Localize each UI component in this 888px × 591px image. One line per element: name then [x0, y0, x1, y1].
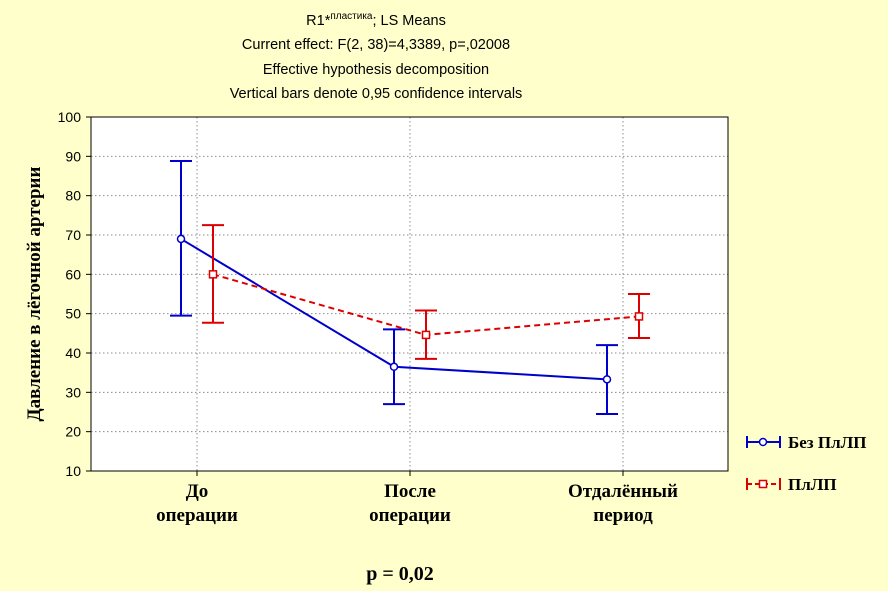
chart-subtitle-ci-note: Vertical bars denote 0,95 confidence int… — [230, 86, 523, 102]
y-tick-label: 100 — [58, 109, 82, 125]
legend-label-1: Без ПлЛП — [788, 433, 867, 452]
x-tick-label-line: операции — [156, 505, 238, 526]
chart-title: R1*пластика; LS Means — [306, 11, 446, 29]
grid-layer — [91, 117, 728, 471]
series-layer — [170, 160, 650, 415]
p-value-annotation: p = 0,02 — [366, 563, 434, 585]
y-tick-label: 80 — [65, 188, 81, 204]
data-point-circle — [602, 375, 612, 384]
y-tick-label: 50 — [65, 306, 81, 322]
y-tick-label: 70 — [65, 227, 81, 243]
chart-title-tail: ; LS Means — [372, 13, 445, 29]
x-tick-label: После операции — [369, 481, 451, 526]
chart-title-superscript: пластика — [330, 11, 373, 22]
data-point-square — [208, 270, 218, 279]
x-tick-label-line: операции — [369, 505, 451, 526]
series-2 — [202, 224, 650, 360]
x-tick-label-line: После — [384, 481, 436, 502]
x-axis: До операции После операции Отдалённый период — [156, 471, 678, 526]
x-tick-label: Отдалённый период — [568, 481, 678, 526]
y-axis-title: Давление в лёгочной артерии — [24, 166, 45, 421]
data-point-circle — [176, 234, 186, 244]
x-tick-label-line: До — [186, 481, 209, 502]
y-tick-label: 60 — [65, 266, 81, 282]
legend-marker-circle — [758, 437, 768, 447]
x-tick-label: До операции — [156, 481, 238, 526]
data-point-circle — [389, 362, 399, 372]
chart-header: R1*пластика; LS Means Current effect: F(… — [230, 11, 523, 102]
x-tick-label-line: период — [593, 505, 653, 526]
y-axis: 10 20 30 40 50 60 70 80 90 100 — [58, 109, 91, 479]
x-tick-label-line: Отдалённый — [568, 481, 678, 502]
y-tick-label: 30 — [65, 384, 81, 400]
chart-title-main: R1* — [306, 13, 331, 29]
y-tick-label: 90 — [65, 148, 81, 164]
legend-marker-square — [758, 479, 768, 489]
legend-label-2: ПлЛП — [788, 475, 837, 494]
y-tick-label: 10 — [65, 463, 81, 479]
legend: Без ПлЛП ПлЛП — [746, 433, 867, 494]
series-1 — [170, 160, 618, 415]
data-point-square — [421, 330, 431, 340]
chart-subtitle-decomposition: Effective hypothesis decomposition — [263, 62, 489, 78]
y-tick-label: 40 — [65, 345, 81, 361]
data-point-square — [634, 312, 644, 321]
y-tick-label: 20 — [65, 424, 81, 440]
chart-subtitle-effect: Current effect: F(2, 38)=4,3389, p=,0200… — [242, 37, 510, 53]
